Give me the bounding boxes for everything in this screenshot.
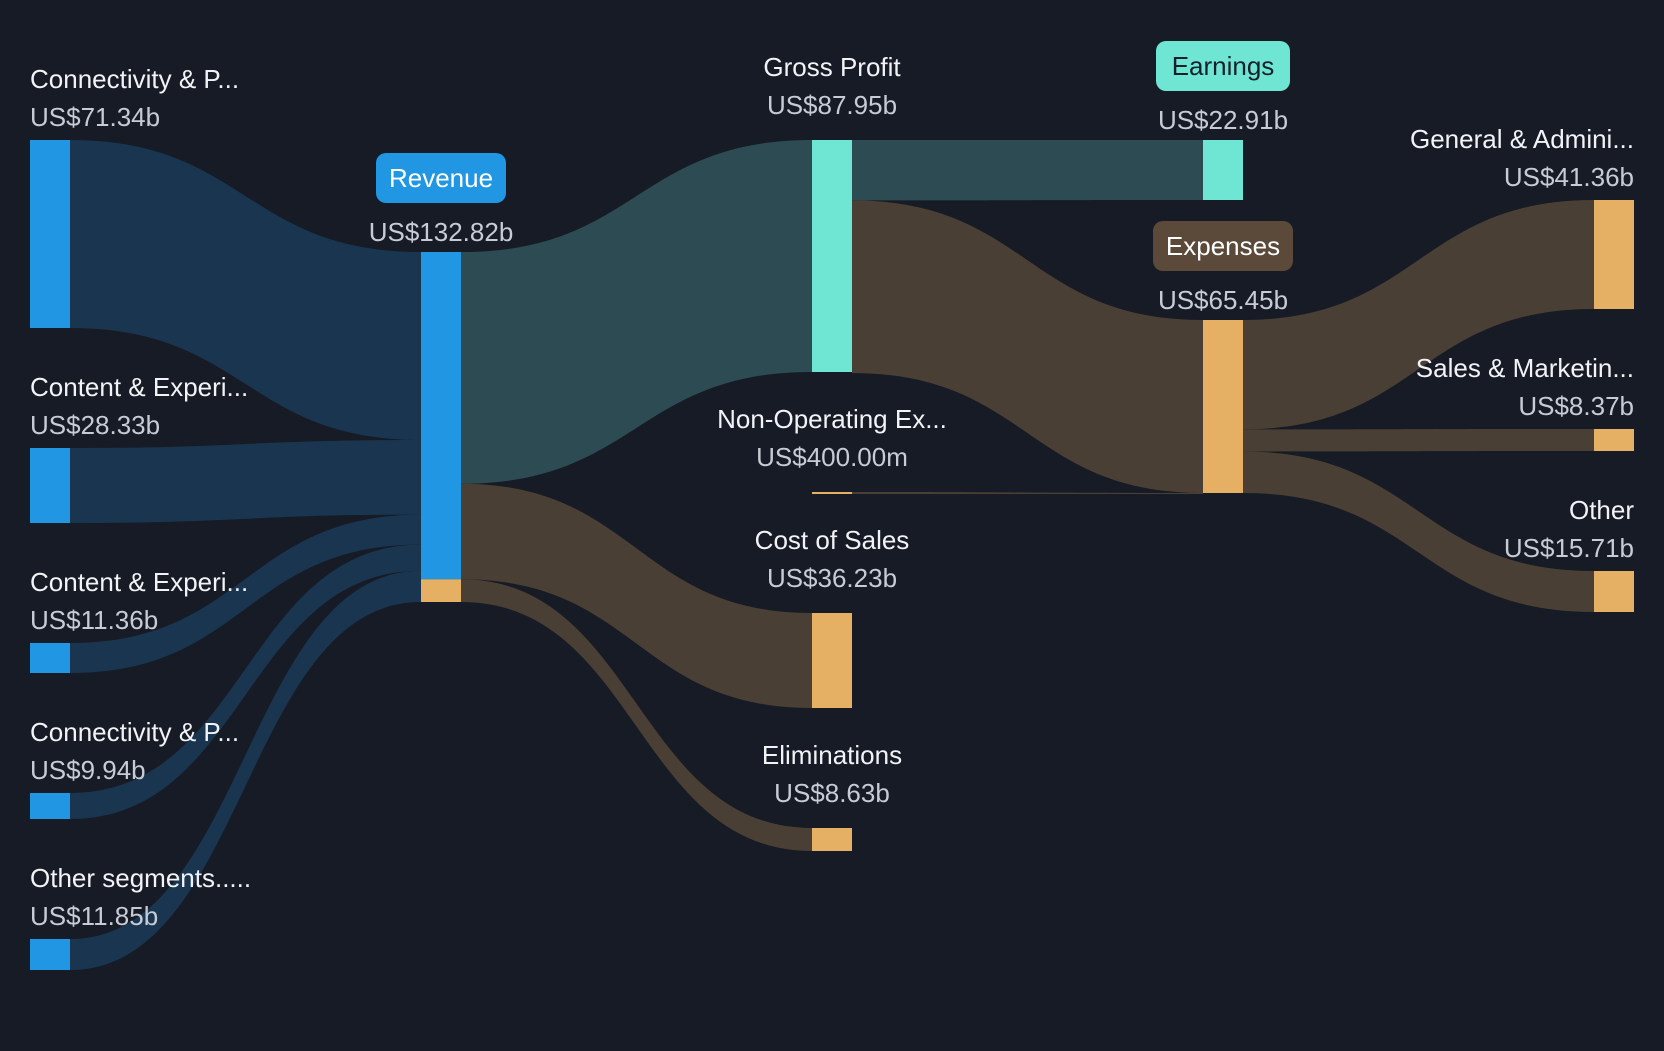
node-seg5-label-group: Other segments..... US$11.85b — [30, 863, 251, 931]
node-general_admin-bar — [1594, 200, 1634, 309]
expenses-pill-label: Expenses — [1166, 231, 1280, 261]
seg3-value-label: US$11.36b — [30, 605, 158, 635]
link-revenue-to-cost_of_sales — [461, 483, 812, 708]
node-sales_marketing-bar — [1594, 429, 1634, 451]
sales_marketing-value-label: US$8.37b — [1518, 391, 1634, 421]
general_admin-value-label: US$41.36b — [1504, 162, 1634, 192]
node-expenses-bar — [1203, 320, 1243, 493]
node-eliminations-label-group: Eliminations US$8.63b — [762, 740, 902, 808]
other-value-label: US$15.71b — [1504, 533, 1634, 563]
link-seg4-to-revenue — [70, 544, 421, 819]
seg2-name-label: Content & Experi... — [30, 372, 248, 402]
node-revenue-label-group: Revenue US$132.82b — [369, 153, 514, 247]
sankey-nodes — [30, 140, 1634, 970]
node-seg3-bar — [30, 643, 70, 673]
seg2-value-label: US$28.33b — [30, 410, 160, 440]
node-seg1-label-group: Connectivity & P... US$71.34b — [30, 64, 239, 132]
seg1-name-label: Connectivity & P... — [30, 64, 239, 94]
node-other-label-group: Other US$15.71b — [1504, 495, 1634, 563]
sales_marketing-name-label: Sales & Marketin... — [1416, 353, 1634, 383]
node-seg4-label-group: Connectivity & P... US$9.94b — [30, 717, 239, 785]
node-eliminations-bar — [812, 828, 852, 851]
seg5-name-label: Other segments..... — [30, 863, 251, 893]
node-cost_of_sales-label-group: Cost of Sales US$36.23b — [755, 525, 910, 593]
node-sales_marketing-label-group: Sales & Marketin... US$8.37b — [1416, 353, 1634, 421]
seg5-value-label: US$11.85b — [30, 901, 158, 931]
node-seg4-bar — [30, 793, 70, 819]
expenses-value-label: US$65.45b — [1158, 285, 1288, 315]
seg4-value-label: US$9.94b — [30, 755, 146, 785]
link-gross_profit-to-expenses — [852, 200, 1203, 494]
node-cost_of_sales-bar — [812, 613, 852, 708]
general_admin-name-label: General & Admini... — [1410, 124, 1634, 154]
eliminations-name-label: Eliminations — [762, 740, 902, 770]
node-seg1-bar — [30, 140, 70, 328]
revenue-value-label: US$132.82b — [369, 217, 514, 247]
node-gross_profit-bar — [812, 140, 852, 372]
link-expenses-to-other — [1243, 451, 1594, 612]
link-revenue-to-eliminations — [461, 579, 812, 851]
node-other-bar — [1594, 571, 1634, 612]
seg1-value-label: US$71.34b — [30, 102, 160, 132]
earnings-value-label: US$22.91b — [1158, 105, 1288, 135]
node-earnings-label-group: Earnings US$22.91b — [1156, 41, 1290, 135]
other-name-label: Other — [1569, 495, 1634, 525]
link-seg2-to-revenue — [70, 439, 421, 523]
node-earnings-bar — [1203, 140, 1243, 200]
eliminations-value-label: US$8.63b — [774, 778, 890, 808]
link-expenses-to-sales_marketing — [1243, 429, 1594, 452]
node-gross_profit-label-group: Gross Profit US$87.95b — [763, 52, 901, 120]
earnings-pill — [1156, 41, 1290, 91]
node-revenue-bar — [421, 252, 461, 580]
link-expenses-to-general_admin — [1243, 200, 1594, 430]
cost_of_sales-value-label: US$36.23b — [767, 563, 897, 593]
node-general_admin-label-group: General & Admini... US$41.36b — [1410, 124, 1634, 192]
node-seg2-bar — [30, 448, 70, 523]
gross_profit-value-label: US$87.95b — [767, 90, 897, 120]
expenses-pill — [1153, 221, 1293, 271]
link-seg1-to-revenue — [70, 140, 421, 440]
node-non_operating-bar — [812, 492, 852, 494]
sankey-links — [70, 140, 1594, 970]
gross_profit-name-label: Gross Profit — [763, 52, 901, 82]
cost_of_sales-name-label: Cost of Sales — [755, 525, 910, 555]
link-gross_profit-to-earnings — [852, 140, 1203, 201]
node-non_operating-label-group: Non-Operating Ex... US$400.00m — [717, 404, 947, 472]
sankey-labels: Connectivity & P... US$71.34b Content & Ex… — [30, 41, 1634, 931]
node-seg3-label-group: Content & Experi... US$11.36b — [30, 567, 248, 635]
revenue-pill — [376, 153, 506, 203]
link-non_operating-to-expenses — [852, 492, 1203, 495]
node-expenses-label-group: Expenses US$65.45b — [1153, 221, 1293, 315]
earnings-pill-label: Earnings — [1172, 51, 1275, 81]
seg4-name-label: Connectivity & P... — [30, 717, 239, 747]
node-seg5-bar — [30, 939, 70, 970]
node-seg2-label-group: Content & Experi... US$28.33b — [30, 372, 248, 440]
link-revenue-to-gross_profit — [461, 140, 812, 484]
seg3-name-label: Content & Experi... — [30, 567, 248, 597]
revenue-pill-label: Revenue — [389, 163, 493, 193]
non_operating-value-label: US$400.00m — [756, 442, 908, 472]
link-seg3-to-revenue — [70, 514, 421, 673]
non_operating-name-label: Non-Operating Ex... — [717, 404, 947, 434]
link-seg5-to-revenue — [70, 570, 421, 970]
node-revenue-eliminations-bar — [421, 579, 461, 602]
